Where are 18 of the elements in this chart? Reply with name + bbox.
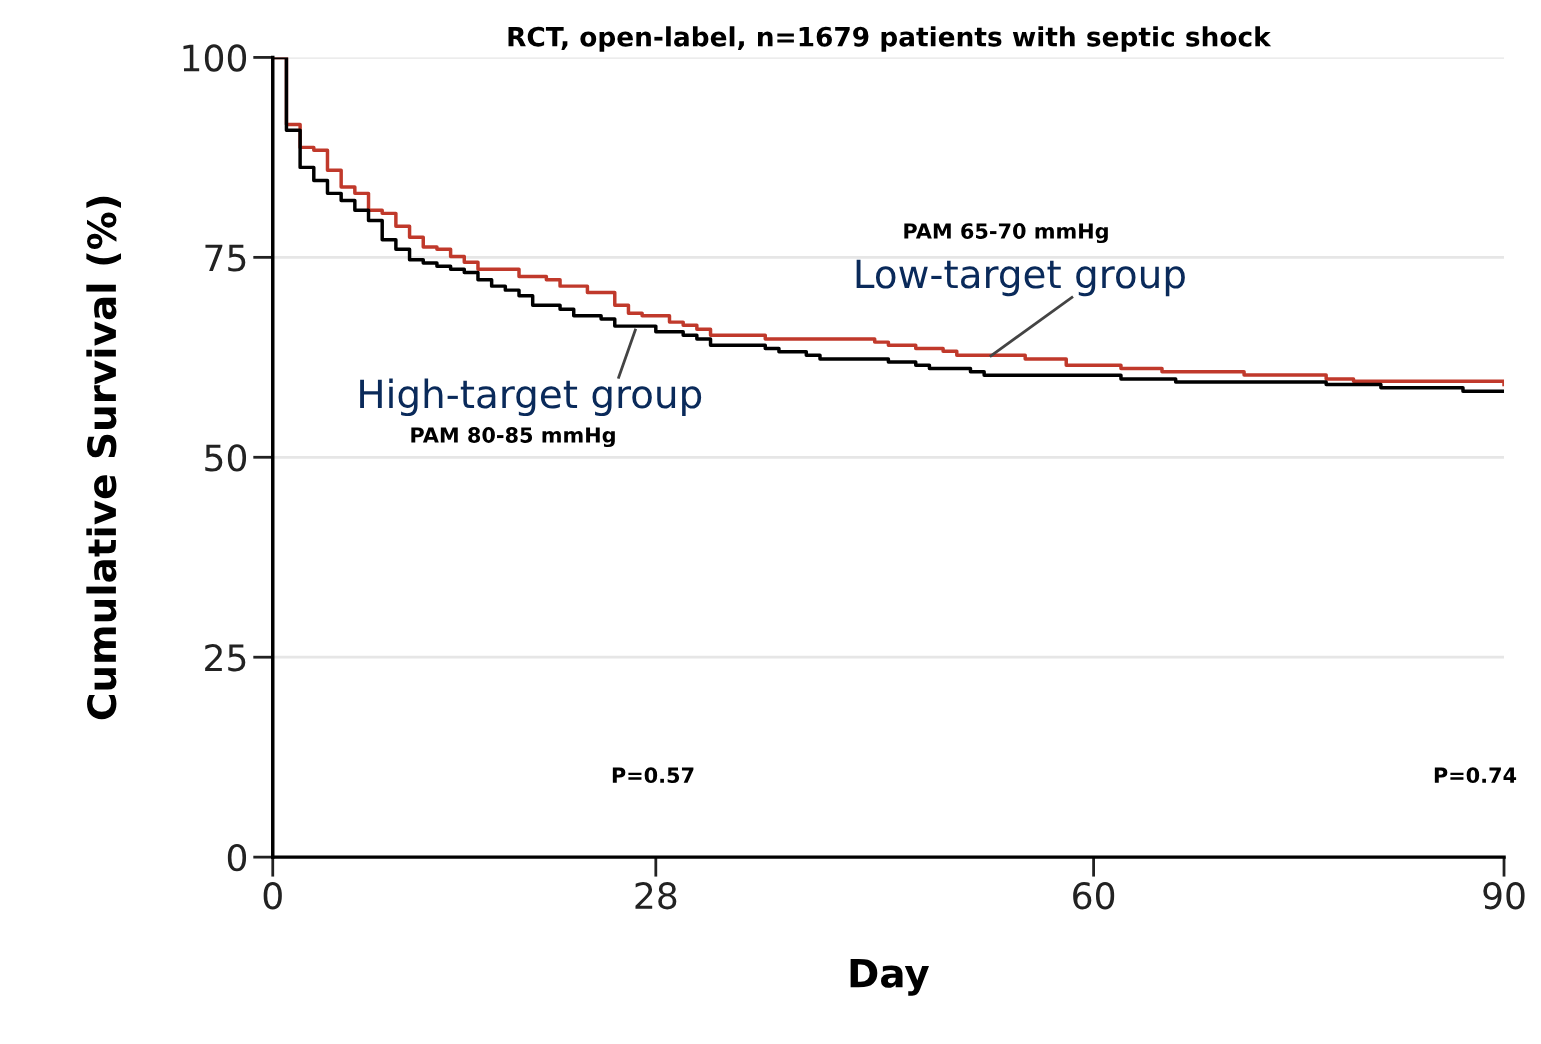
series-label: Low-target group: [856, 259, 1185, 297]
annotation: PAM 65-70 mmHg: [904, 223, 1108, 244]
y-tick-label: 25: [205, 644, 246, 672]
y-tick-label: 50: [205, 444, 247, 472]
x-tick-label: 0: [263, 882, 282, 910]
x-tick-label: 90: [1483, 882, 1525, 910]
y-tick-label: 100: [183, 44, 247, 72]
y-axis-title: Cumulative Survival (%): [86, 196, 122, 720]
annotation: PAM 80-85 mmHg: [411, 427, 615, 448]
x-axis-title: Day: [850, 958, 930, 996]
x-tick-label: 60: [1073, 882, 1115, 910]
x-tick-label: 28: [635, 882, 677, 910]
annotation: P=0.74: [1434, 767, 1517, 784]
y-tick-label: 75: [205, 244, 246, 272]
y-tick-label: 0: [227, 844, 247, 872]
annotation: P=0.57: [612, 767, 694, 784]
series-label: High-target group: [360, 378, 702, 417]
chart-title: RCT, open-label, n=1679 patients with septic shock: [508, 26, 1272, 52]
